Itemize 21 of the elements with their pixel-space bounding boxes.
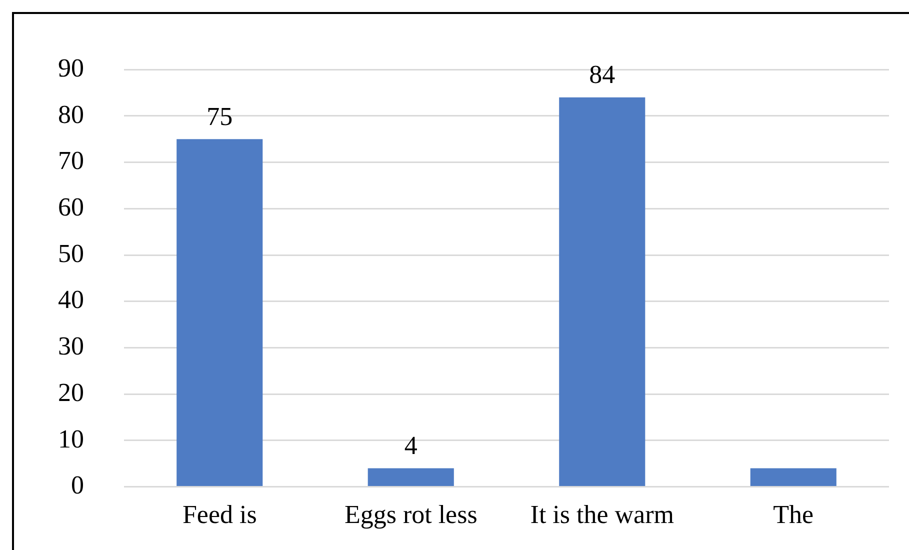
y-tick-label: 20 [58,378,84,407]
x-tick-label: Eggs rot less [344,500,478,530]
data-label: 84 [589,60,616,90]
y-tick-label: 90 [58,53,84,82]
y-tick-label: 40 [58,285,84,314]
bar [176,139,263,486]
x-tick-label: It is the warm [530,500,674,530]
x-tick-label: The [773,500,814,530]
x-tick-label: Feed is [182,500,257,530]
y-tick-label: 60 [58,192,84,222]
y-tick-label: 10 [58,424,84,454]
y-tick-label: 0 [71,470,84,500]
bar [368,468,454,486]
data-label: 75 [206,102,233,131]
y-tick-label: 70 [58,146,84,176]
data-label: 4 [404,431,418,460]
bar [559,97,646,486]
y-tick-label: 30 [58,332,84,361]
bar [750,468,836,486]
y-tick-label: 80 [58,100,84,129]
y-tick-label: 50 [58,238,84,268]
